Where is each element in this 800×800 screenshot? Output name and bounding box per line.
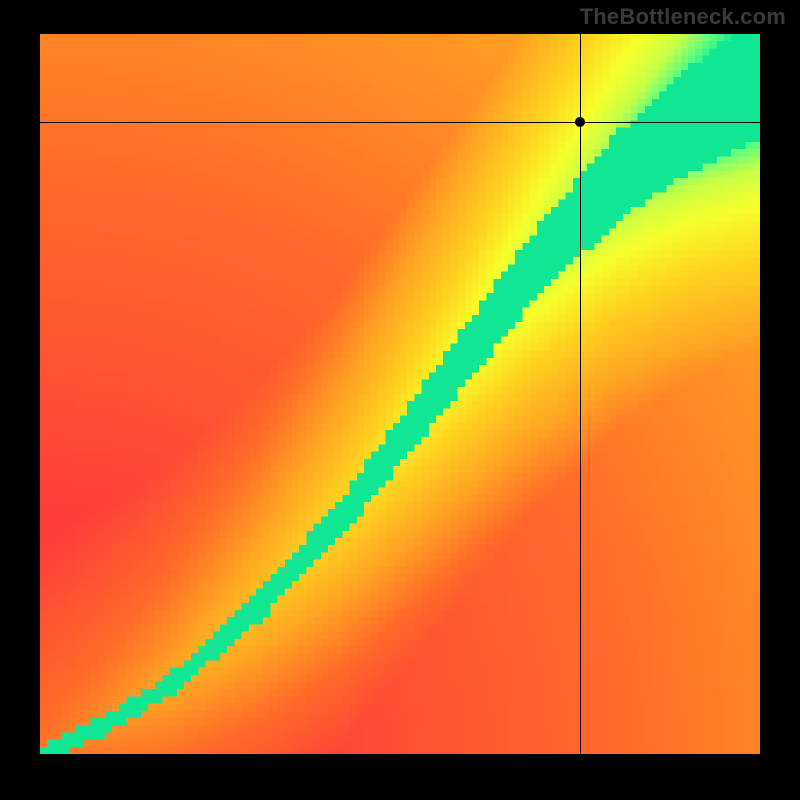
crosshair-horizontal	[40, 122, 760, 123]
heatmap-plot	[40, 34, 760, 754]
crosshair-marker	[575, 117, 585, 127]
heatmap-canvas	[40, 34, 760, 754]
watermark-text: TheBottleneck.com	[580, 4, 786, 30]
chart-container: TheBottleneck.com	[0, 0, 800, 800]
crosshair-vertical	[580, 34, 581, 754]
